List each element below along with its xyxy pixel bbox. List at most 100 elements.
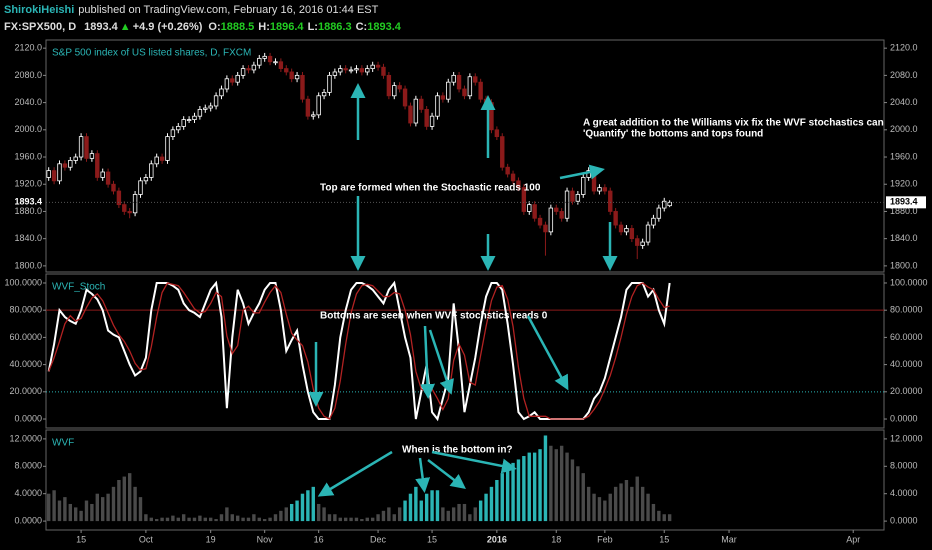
candle-body — [62, 163, 68, 168]
bar — [451, 507, 456, 522]
bar — [106, 493, 110, 522]
bar — [138, 497, 143, 522]
bar — [95, 493, 99, 522]
bar — [478, 500, 483, 522]
bar — [543, 435, 548, 522]
candle-body — [327, 74, 332, 93]
y-tick-label: 2120.0 — [890, 43, 918, 53]
candle-body — [602, 187, 608, 192]
candle-body — [273, 61, 278, 64]
bar — [532, 452, 537, 522]
candle-body — [100, 171, 105, 178]
candle-body — [165, 136, 170, 161]
candle-body — [235, 74, 240, 83]
candle-body — [500, 136, 505, 168]
candle-body — [257, 57, 262, 66]
bar — [192, 517, 197, 522]
arrow — [428, 329, 454, 395]
symbol: FX:SPX500, D — [4, 21, 76, 33]
arrow — [427, 459, 466, 490]
y-tick-label: 2080.0 — [890, 70, 918, 80]
panel-title: S&P 500 index of US listed shares, D, FX… — [52, 48, 251, 59]
bar — [90, 503, 94, 522]
close-label: C: — [356, 21, 368, 33]
bar — [225, 507, 229, 522]
y-tick-label: 40.0000 — [890, 359, 923, 369]
panel-frame — [45, 39, 885, 273]
candle-body — [176, 126, 181, 131]
x-tick-label: Feb — [597, 534, 613, 544]
candle-body — [651, 217, 656, 226]
bar — [511, 462, 515, 522]
y-tick-label: 1920.0 — [14, 179, 42, 189]
bar — [403, 500, 407, 522]
panel-frame — [45, 273, 885, 429]
bar — [100, 497, 105, 522]
candle-body — [300, 74, 305, 100]
y-tick-label: 80.0000 — [9, 305, 42, 315]
bar — [284, 507, 288, 522]
candle-body — [359, 68, 365, 73]
candle-body — [159, 156, 165, 161]
bar — [311, 486, 315, 522]
header-line: ShirokiHeishi published on TradingView.co… — [4, 4, 379, 16]
candle-body — [591, 170, 597, 192]
candle-body — [435, 95, 440, 117]
bar — [538, 449, 542, 522]
candle-body — [397, 85, 402, 90]
candle-body — [143, 177, 149, 182]
bar — [619, 483, 623, 522]
y-tick-label: 12.0000 — [890, 433, 923, 443]
bar — [592, 493, 596, 522]
bar — [646, 493, 650, 522]
candle-body — [332, 71, 338, 76]
author: ShirokiHeishi — [4, 4, 74, 16]
bar — [208, 517, 213, 522]
candle-body — [505, 166, 510, 175]
bar — [316, 503, 321, 522]
published: published on TradingView.com, February 1… — [78, 4, 378, 16]
bar — [327, 514, 332, 522]
candle-body — [597, 187, 602, 192]
bar — [370, 517, 375, 522]
bar — [554, 449, 558, 522]
candle-body — [624, 228, 629, 233]
bar — [630, 486, 634, 522]
y-tick-label: 2000.0 — [14, 124, 42, 134]
candle-body — [559, 211, 564, 219]
bar — [408, 493, 413, 522]
candle-body — [446, 81, 451, 100]
candle-body — [451, 74, 456, 83]
bar — [73, 507, 78, 522]
bar — [154, 519, 159, 522]
last-price: 1893.4 — [84, 21, 119, 33]
quote-line: FX:SPX500, D 1893.4 ▲ +4.9 (+0.26%) O:1888.5… — [4, 21, 402, 33]
bar — [505, 466, 510, 522]
x-tick-label: Apr — [846, 534, 860, 544]
candle-body — [73, 156, 78, 161]
candle-body — [213, 95, 219, 107]
y-tick-label: 20.0000 — [890, 386, 923, 396]
bar — [84, 500, 89, 522]
bar — [441, 507, 445, 522]
y-tick-label: 80.0000 — [890, 305, 923, 315]
candle-body — [381, 66, 386, 76]
bar — [79, 510, 83, 522]
bar — [597, 497, 602, 522]
bar — [570, 459, 575, 522]
high-value: 1896.4 — [270, 21, 305, 33]
candle-body — [203, 107, 208, 110]
bar — [424, 493, 429, 522]
candle-body — [284, 68, 289, 73]
candle-body — [662, 200, 667, 209]
bar — [122, 476, 126, 522]
arrow — [431, 450, 517, 474]
candle-body — [440, 95, 446, 100]
candle-body — [89, 153, 95, 159]
candle-body — [424, 108, 429, 127]
high-label: H: — [258, 21, 270, 33]
y-tick-label: 1880.0 — [14, 206, 42, 216]
candle-body — [608, 190, 613, 212]
y-tick-label: 100.0000 — [4, 277, 42, 287]
bar — [516, 459, 521, 522]
